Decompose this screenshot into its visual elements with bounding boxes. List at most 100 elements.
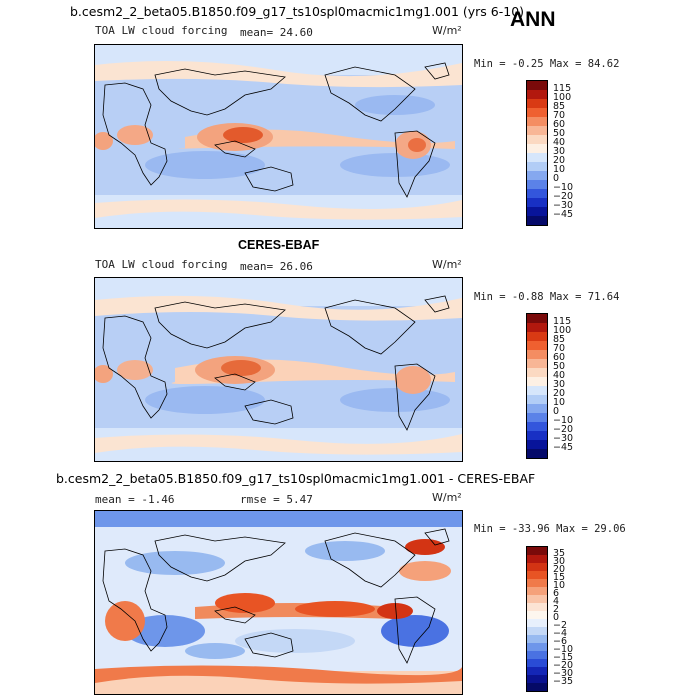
panel2-colorbar-labels: 115 100 85 70 60 50 40 30 20 10 0 −10 −20 −30 −45 (553, 313, 583, 457)
panel2-mean: mean= 26.06 (240, 260, 313, 273)
colorbar-level-label: 60 (553, 352, 566, 363)
colorbar-swatch (527, 359, 547, 368)
colorbar-level-label: −30 (553, 433, 574, 444)
panel1-field-name: TOA LW cloud forcing (95, 24, 228, 37)
colorbar-swatch (527, 332, 547, 341)
colorbar-swatch (527, 350, 547, 359)
colorbar-swatch (527, 611, 547, 619)
colorbar-swatch (527, 117, 547, 126)
panel2-units: W/m² (432, 258, 462, 271)
panel2-colorbar (526, 313, 548, 459)
colorbar-swatch (527, 449, 547, 458)
panel1-title: b.cesm2_2_beta05.B1850.f09_g17_ts10spl0m… (70, 4, 525, 19)
panel1-minmax: Min = -0.25 Max = 84.62 (474, 58, 620, 70)
colorbar-swatch (527, 587, 547, 595)
colorbar-level-label: −45 (553, 209, 574, 220)
panel1-map (94, 44, 463, 229)
colorbar-level-label: 30 (553, 379, 566, 390)
colorbar-level-label: −30 (553, 668, 574, 679)
colorbar-swatch (527, 440, 547, 449)
colorbar-level-label: 20 (553, 155, 566, 166)
colorbar-level-label: 30 (553, 556, 566, 567)
colorbar-swatch (527, 651, 547, 659)
colorbar-level-label: 70 (553, 110, 566, 121)
colorbar-level-label: −20 (553, 660, 574, 671)
colorbar-level-label: 60 (553, 119, 566, 130)
colorbar-level-label: −2 (553, 620, 568, 631)
colorbar-swatch (527, 579, 547, 587)
colorbar-level-label: 2 (553, 604, 560, 615)
panel1-units: W/m² (432, 24, 462, 37)
colorbar-level-label: 6 (553, 588, 560, 599)
colorbar-swatch (527, 404, 547, 413)
colorbar-swatch (527, 81, 547, 90)
colorbar-level-label: 40 (553, 137, 566, 148)
colorbar-level-label: 115 (553, 83, 572, 94)
colorbar-level-label: 10 (553, 164, 566, 175)
colorbar-level-label: −20 (553, 424, 574, 435)
panel1-map-svg (95, 45, 462, 228)
colorbar-swatch (527, 99, 547, 108)
colorbar-swatch (527, 627, 547, 635)
panel2-map (94, 277, 463, 462)
colorbar-swatch (527, 368, 547, 377)
colorbar-swatch (527, 413, 547, 422)
colorbar-swatch (527, 377, 547, 386)
panel1-colorbar-labels: 115 100 85 70 60 50 40 30 20 10 0 −10 −20 −30 −45 (553, 80, 583, 224)
colorbar-swatch (527, 659, 547, 667)
colorbar-level-label: 115 (553, 316, 572, 327)
panel3-units: W/m² (432, 491, 462, 504)
colorbar-level-label: −20 (553, 191, 574, 202)
colorbar-level-label: 100 (553, 325, 572, 336)
colorbar-level-label: 20 (553, 388, 566, 399)
panel3-mean: mean = -1.46 (95, 493, 175, 506)
colorbar-swatch (527, 153, 547, 162)
colorbar-level-label: −10 (553, 415, 574, 426)
colorbar-swatch (527, 341, 547, 350)
colorbar-swatch (527, 675, 547, 683)
colorbar-level-label: 85 (553, 101, 566, 112)
colorbar-swatch (527, 189, 547, 198)
panel3-rmse: rmse = 5.47 (240, 493, 313, 506)
colorbar-swatch (527, 171, 547, 180)
colorbar-level-label: −30 (553, 200, 574, 211)
colorbar-swatch (527, 595, 547, 603)
season-label: ANN (510, 8, 556, 31)
panel2-title: CERES-EBAF (238, 238, 320, 252)
colorbar-level-label: 15 (553, 572, 566, 583)
colorbar-swatch (527, 198, 547, 207)
colorbar-swatch (527, 216, 547, 225)
panel3-map-svg (95, 511, 462, 694)
panel2-map-svg (95, 278, 462, 461)
panel1-mean: mean= 24.60 (240, 26, 313, 39)
colorbar-level-label: −45 (553, 442, 574, 453)
colorbar-swatch (527, 180, 547, 189)
colorbar-level-label: 0 (553, 406, 560, 417)
colorbar-swatch (527, 431, 547, 440)
colorbar-swatch (527, 547, 547, 555)
colorbar-level-label: 70 (553, 343, 566, 354)
colorbar-level-label: −4 (553, 628, 568, 639)
colorbar-swatch (527, 643, 547, 651)
colorbar-swatch (527, 323, 547, 332)
colorbar-level-label: −35 (553, 676, 574, 687)
colorbar-level-label: 4 (553, 596, 560, 607)
colorbar-level-label: 50 (553, 128, 566, 139)
colorbar-swatch (527, 563, 547, 571)
panel2-minmax: Min = -0.88 Max = 71.64 (474, 291, 620, 303)
colorbar-swatch (527, 108, 547, 117)
colorbar-swatch (527, 635, 547, 643)
colorbar-swatch (527, 667, 547, 675)
colorbar-level-label: 35 (553, 548, 566, 559)
colorbar-level-label: 50 (553, 361, 566, 372)
colorbar-swatch (527, 571, 547, 579)
colorbar-level-label: 40 (553, 370, 566, 381)
colorbar-level-label: 100 (553, 92, 572, 103)
colorbar-swatch (527, 683, 547, 691)
colorbar-level-label: 30 (553, 146, 566, 157)
colorbar-swatch (527, 207, 547, 216)
panel3-colorbar (526, 546, 548, 692)
panel3-colorbar-labels: 35 30 20 15 10 6 4 2 0 −2 −4 −6 −10 −15 −20 −30 −35 (553, 546, 583, 690)
colorbar-level-label: 0 (553, 173, 560, 184)
colorbar-swatch (527, 90, 547, 99)
